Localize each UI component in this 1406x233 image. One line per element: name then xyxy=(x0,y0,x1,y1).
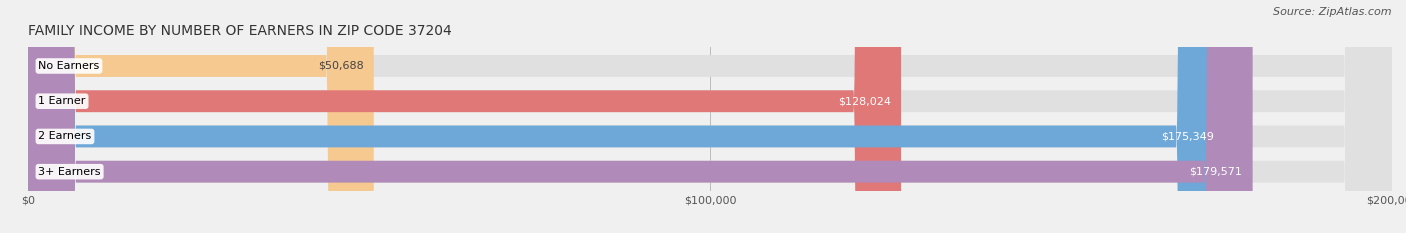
FancyBboxPatch shape xyxy=(28,0,1392,233)
Text: $128,024: $128,024 xyxy=(838,96,891,106)
Text: 3+ Earners: 3+ Earners xyxy=(38,167,101,177)
FancyBboxPatch shape xyxy=(28,0,1392,233)
Text: 2 Earners: 2 Earners xyxy=(38,131,91,141)
Text: No Earners: No Earners xyxy=(38,61,100,71)
FancyBboxPatch shape xyxy=(28,0,901,233)
FancyBboxPatch shape xyxy=(28,0,1253,233)
Text: $175,349: $175,349 xyxy=(1161,131,1213,141)
Text: Source: ZipAtlas.com: Source: ZipAtlas.com xyxy=(1274,7,1392,17)
Text: FAMILY INCOME BY NUMBER OF EARNERS IN ZIP CODE 37204: FAMILY INCOME BY NUMBER OF EARNERS IN ZI… xyxy=(28,24,451,38)
Text: $179,571: $179,571 xyxy=(1189,167,1243,177)
Text: $50,688: $50,688 xyxy=(318,61,364,71)
FancyBboxPatch shape xyxy=(28,0,1392,233)
Text: 1 Earner: 1 Earner xyxy=(38,96,86,106)
FancyBboxPatch shape xyxy=(28,0,374,233)
FancyBboxPatch shape xyxy=(28,0,1392,233)
FancyBboxPatch shape xyxy=(28,0,1223,233)
